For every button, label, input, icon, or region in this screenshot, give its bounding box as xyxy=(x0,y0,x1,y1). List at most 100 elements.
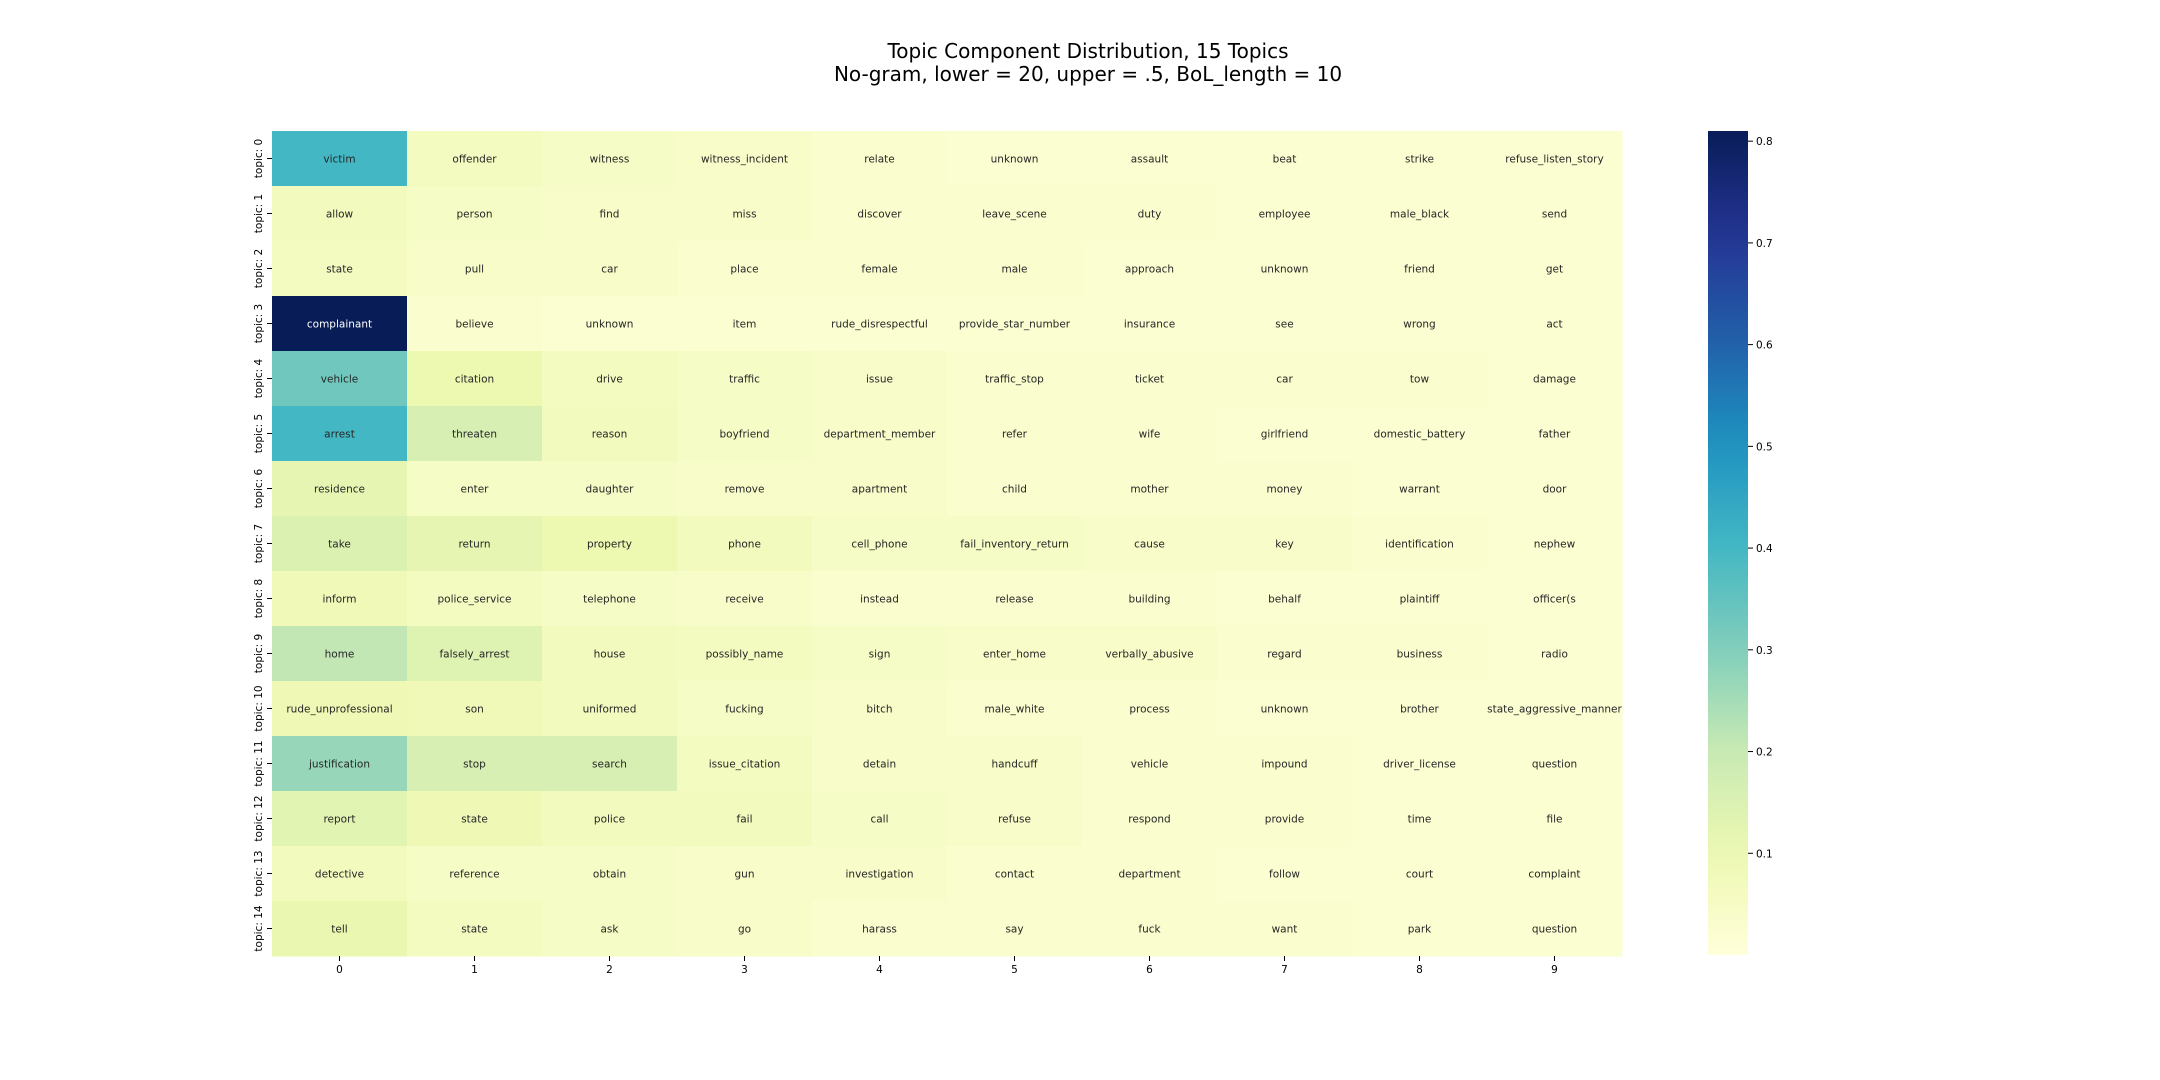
heatmap-cell xyxy=(1217,406,1353,462)
cell-label: state_aggressive_manner xyxy=(1487,704,1622,716)
cell-label: boyfriend xyxy=(719,429,769,441)
cell-label: return xyxy=(458,539,490,551)
heatmap-cell xyxy=(1082,626,1218,682)
colorbar: 0.1 0.2 0.3 0.4 0.5 0.6 0.7 0.8 xyxy=(1708,131,1773,955)
cell-label: provide xyxy=(1265,814,1304,826)
heatmap-cell xyxy=(947,571,1083,627)
cell-label: police_service xyxy=(437,594,511,606)
heatmap-cell xyxy=(1352,186,1488,242)
heatmap-cell xyxy=(1217,626,1353,682)
heatmap-cell xyxy=(407,296,543,352)
heatmap-cell xyxy=(1082,516,1218,572)
cell-label: place xyxy=(730,264,758,276)
y-axis-ticks: topic: 0 topic: 1 topic: 2 topic: 3 topic: 4… xyxy=(253,139,272,952)
cell-label: item xyxy=(733,319,757,331)
heatmap-cell xyxy=(947,406,1083,462)
x-axis-ticks: 0 1 2 3 4 5 6 7 8 9 xyxy=(336,956,1558,976)
y-tick-label: topic: 12 xyxy=(253,795,265,841)
heatmap-cell xyxy=(542,681,678,737)
heatmap-cell xyxy=(1352,516,1488,572)
cell-label: brother xyxy=(1400,704,1439,716)
heatmap-cell xyxy=(1082,241,1218,297)
cell-label: state xyxy=(461,924,488,936)
heatmap-cell xyxy=(1487,461,1623,517)
heatmap-cell xyxy=(812,901,948,957)
cell-label: rude_unprofessional xyxy=(286,704,392,716)
heatmap-cell xyxy=(812,351,948,407)
heatmap-cell xyxy=(1352,241,1488,297)
cell-label: ticket xyxy=(1135,374,1164,386)
heatmap-cell xyxy=(947,791,1083,847)
colorbar-gradient xyxy=(1708,131,1748,955)
cell-label: stop xyxy=(463,759,486,771)
cell-label: child xyxy=(1002,484,1027,496)
heatmap-cell xyxy=(272,571,408,627)
heatmap-cell xyxy=(1217,131,1353,187)
heatmap-cell xyxy=(542,461,678,517)
cell-label: nephew xyxy=(1534,539,1576,551)
heatmap-cell xyxy=(947,351,1083,407)
cell-label: issue_citation xyxy=(709,759,781,771)
heatmap-cell xyxy=(1487,791,1623,847)
cell-label: question xyxy=(1532,924,1577,936)
cell-label: arrest xyxy=(324,429,355,441)
heatmap-cell xyxy=(1352,571,1488,627)
cell-label: approach xyxy=(1125,264,1174,276)
y-tick-label: topic: 11 xyxy=(253,740,265,786)
cell-label: tell xyxy=(331,924,347,936)
cell-label: driver_license xyxy=(1383,759,1456,771)
cell-label: fail xyxy=(737,814,753,826)
heatmap-cell xyxy=(1217,516,1353,572)
heatmap-cell xyxy=(1487,846,1623,902)
cell-label: complaint xyxy=(1528,869,1580,881)
heatmap-cell xyxy=(407,626,543,682)
cell-label: park xyxy=(1408,924,1432,936)
cell-label: building xyxy=(1128,594,1170,606)
cell-label: witness_incident xyxy=(701,154,788,166)
x-tick-label: 5 xyxy=(1011,964,1018,976)
heatmap-cell xyxy=(677,736,813,792)
heatmap-cell xyxy=(947,736,1083,792)
colorbar-tick-label: 0.5 xyxy=(1756,441,1773,453)
cell-label: provide_star_number xyxy=(959,319,1071,331)
heatmap-cell xyxy=(1217,791,1353,847)
y-tick-label: topic: 9 xyxy=(253,634,265,673)
cell-label: inform xyxy=(322,594,356,606)
heatmap-cell xyxy=(677,351,813,407)
cell-label: gun xyxy=(735,869,755,881)
heatmap-cell xyxy=(1487,186,1623,242)
cell-label: miss xyxy=(732,209,756,221)
heatmap-cell xyxy=(947,241,1083,297)
cell-label: traffic xyxy=(729,374,760,386)
heatmap-cell xyxy=(1352,351,1488,407)
y-tick-label: topic: 2 xyxy=(253,249,265,288)
heatmap-cell xyxy=(1082,461,1218,517)
heatmap-cell xyxy=(812,846,948,902)
heatmap-cell xyxy=(1487,296,1623,352)
heatmap-cell xyxy=(272,901,408,957)
heatmap-cell xyxy=(542,736,678,792)
heatmap-cell xyxy=(542,626,678,682)
colorbar-tick-label: 0.1 xyxy=(1756,848,1773,860)
heatmap-cell xyxy=(1217,681,1353,737)
heatmap-cell xyxy=(812,791,948,847)
cell-label: receive xyxy=(725,594,763,606)
heatmap-cell xyxy=(677,901,813,957)
heatmap-cell xyxy=(407,736,543,792)
heatmap-cell xyxy=(677,791,813,847)
heatmap-cell xyxy=(542,516,678,572)
cell-label: respond xyxy=(1128,814,1170,826)
cell-label: relate xyxy=(864,154,894,166)
heatmap-cell xyxy=(272,241,408,297)
cell-label: witness xyxy=(590,154,630,166)
heatmap-cell xyxy=(1082,296,1218,352)
cell-label: fuck xyxy=(1138,924,1161,936)
heatmap-cell xyxy=(677,681,813,737)
heatmap-cell xyxy=(1352,296,1488,352)
y-tick-label: topic: 4 xyxy=(253,358,265,398)
cell-label: vehicle xyxy=(1131,759,1168,771)
cell-label: reference xyxy=(449,869,499,881)
cell-label: property xyxy=(587,539,632,551)
cell-label: door xyxy=(1543,484,1568,496)
